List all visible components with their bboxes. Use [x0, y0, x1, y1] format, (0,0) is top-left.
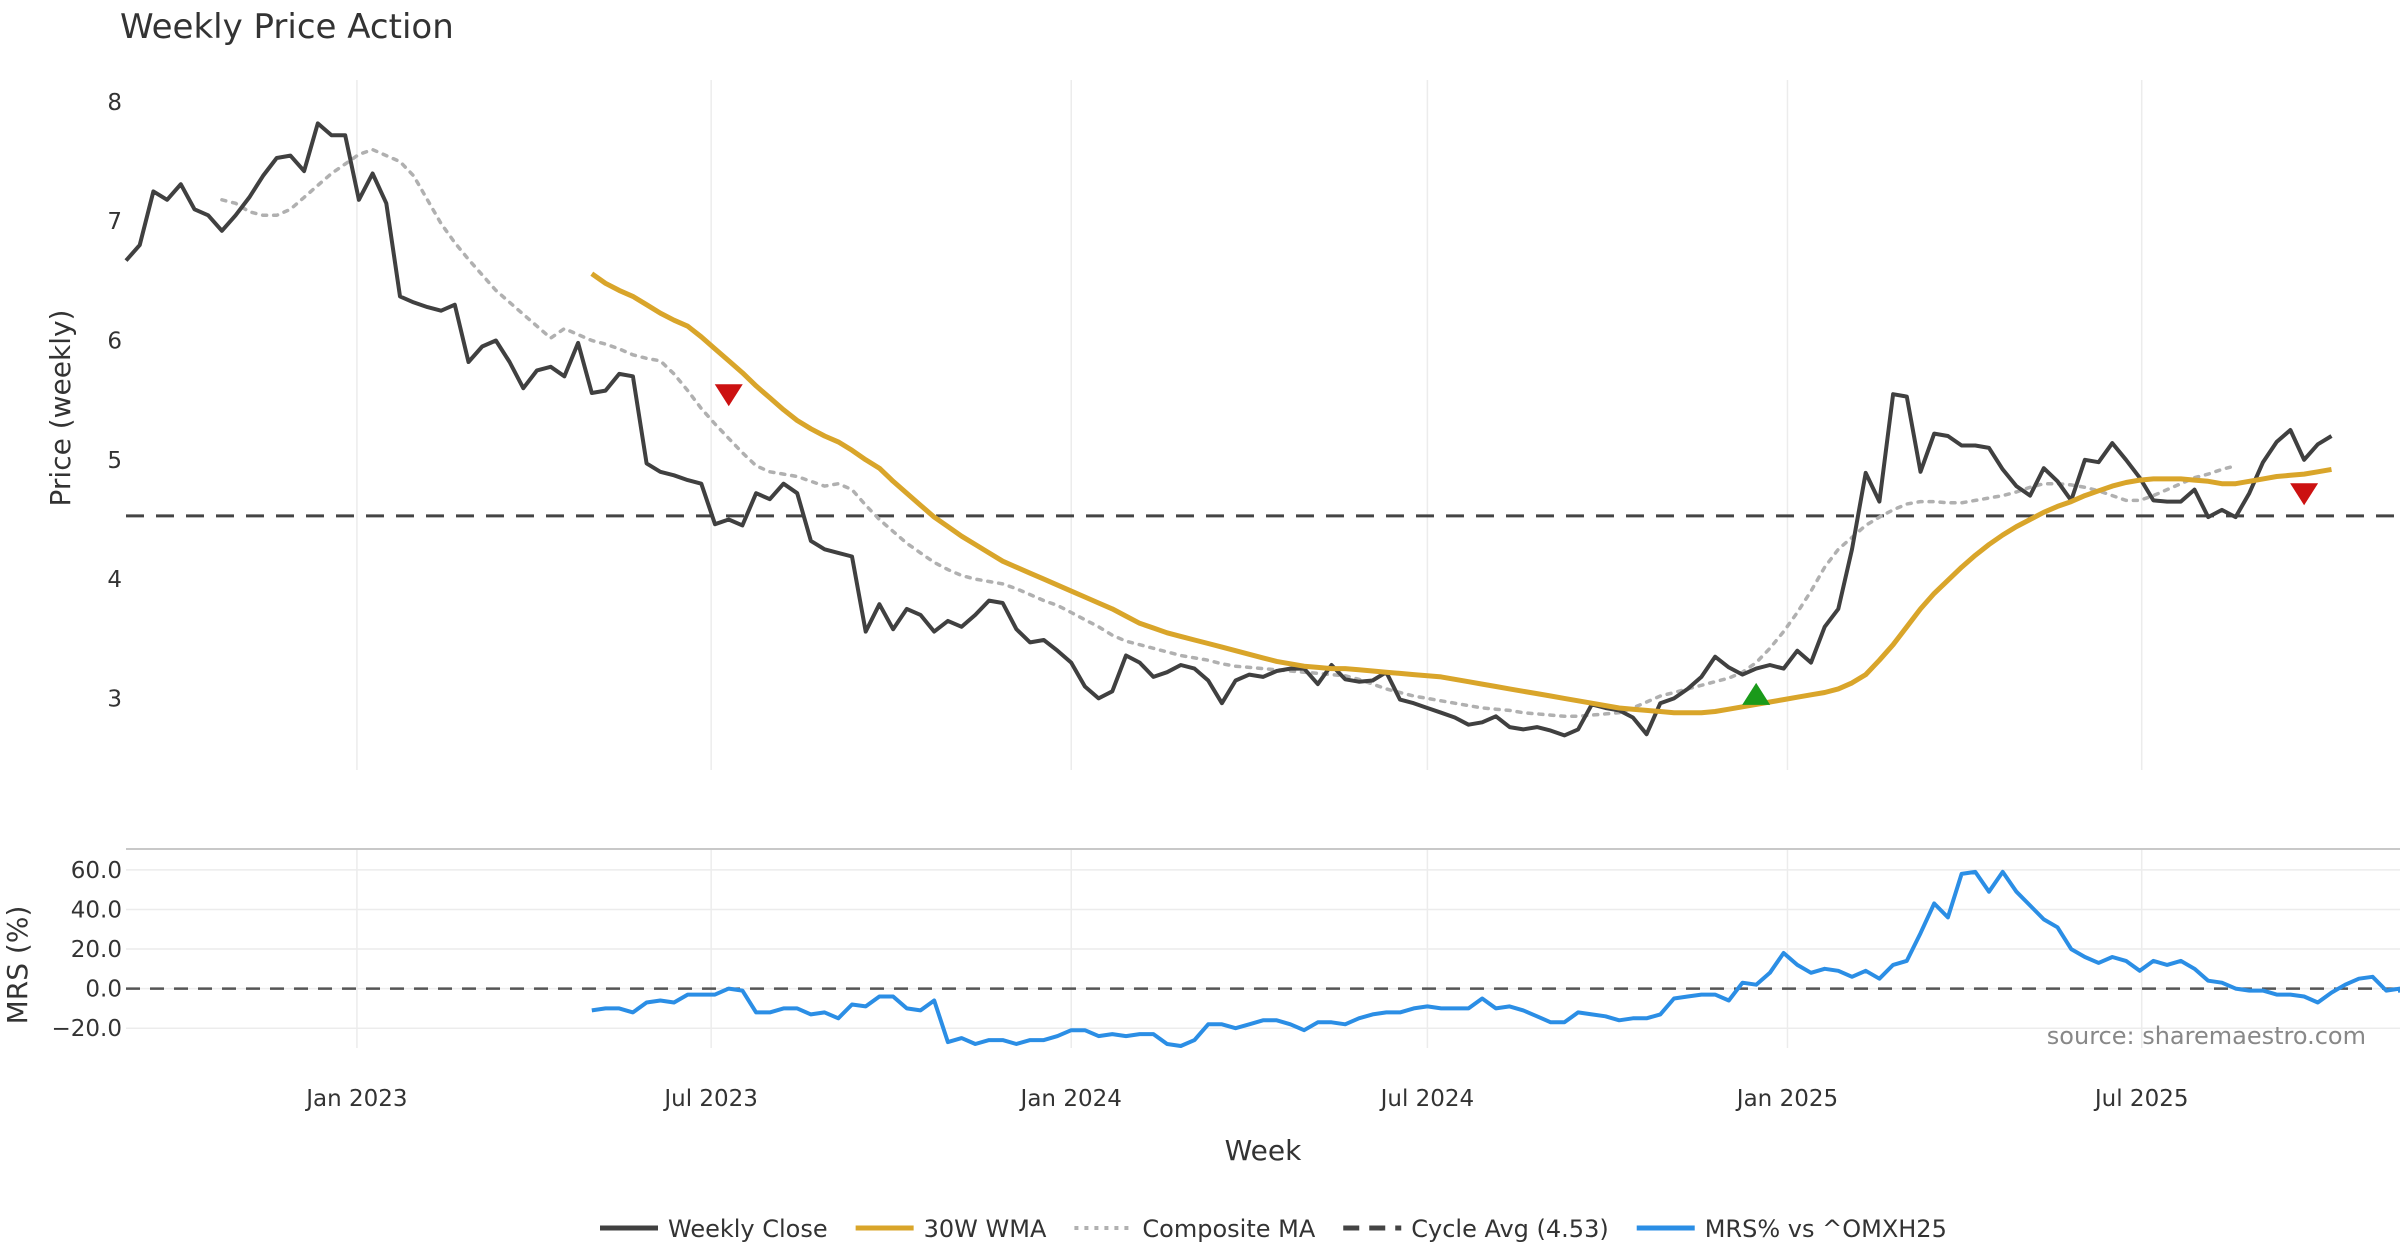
legend: Weekly Close 30W WMA Composite MA Cycle Avg… [600, 1215, 1947, 1243]
chart-title: Weekly Price Action [120, 7, 454, 47]
mrs-line [591, 869, 2400, 1048]
price-y-tick-3: 6 [107, 329, 122, 355]
mrs-y-tick-3: 0.0 [85, 977, 122, 1003]
price-gridlines [356, 80, 2143, 770]
x-axis-title: Week [1225, 1134, 1302, 1167]
x-tick-label-1: Jul 2023 [662, 1086, 758, 1112]
buy-signal-marker-1 [1742, 682, 1771, 705]
source-label: source: sharemaestro.com [2047, 1022, 2366, 1050]
x-tick-label-5: Jul 2025 [2093, 1086, 2189, 1112]
price-y-tick-5: 8 [107, 90, 122, 116]
composite-ma-line [220, 147, 2238, 719]
sell-signal-marker-2 [2290, 483, 2319, 506]
legend-item-0: Weekly Close [600, 1215, 828, 1243]
x-tick-label-2: Jan 2024 [1019, 1086, 1122, 1112]
price-y-tick-1: 4 [107, 567, 122, 593]
legend-item-1: 30W WMA [855, 1215, 1047, 1243]
mrs-y-tick-4: −20.0 [52, 1016, 122, 1042]
legend-label-0: Weekly Close [668, 1215, 828, 1243]
x-tick-label-0: Jan 2023 [304, 1086, 407, 1112]
x-axis-ticks: Jan 2023 Jul 2023 Jan 2024 Jul 2024 Jan 2025… [304, 1086, 2188, 1112]
price-y-tick-2: 5 [107, 448, 122, 474]
mrs-y-ticks: 60.0 40.0 20.0 0.0 −20.0 [52, 858, 122, 1042]
wma-30w-line [590, 271, 2332, 716]
weekly-close-line [124, 121, 2333, 738]
legend-label-4: MRS% vs ^OMXH25 [1705, 1215, 1947, 1243]
price-y-tick-0: 3 [107, 686, 122, 712]
price-y-axis-title: Price (weekly) [44, 310, 77, 507]
mrs-y-tick-0: 60.0 [71, 858, 122, 884]
legend-label-1: 30W WMA [924, 1215, 1047, 1243]
legend-item-4: MRS% vs ^OMXH25 [1636, 1215, 1947, 1243]
price-y-ticks: 3 4 5 6 7 8 [107, 90, 122, 712]
sell-signal-marker-0 [714, 384, 743, 407]
signal-markers [714, 384, 2319, 705]
legend-label-2: Composite MA [1142, 1215, 1315, 1243]
legend-item-3: Cycle Avg (4.53) [1343, 1215, 1609, 1243]
x-tick-label-4: Jan 2025 [1735, 1086, 1838, 1112]
mrs-y-tick-1: 40.0 [71, 897, 122, 923]
x-tick-label-3: Jul 2024 [1379, 1086, 1475, 1112]
mrs-y-axis-title: MRS (%) [1, 906, 34, 1025]
price-y-tick-4: 7 [107, 209, 122, 235]
mrs-y-tick-2: 20.0 [71, 937, 122, 963]
legend-label-3: Cycle Avg (4.53) [1411, 1215, 1608, 1243]
legend-item-2: Composite MA [1074, 1215, 1316, 1243]
